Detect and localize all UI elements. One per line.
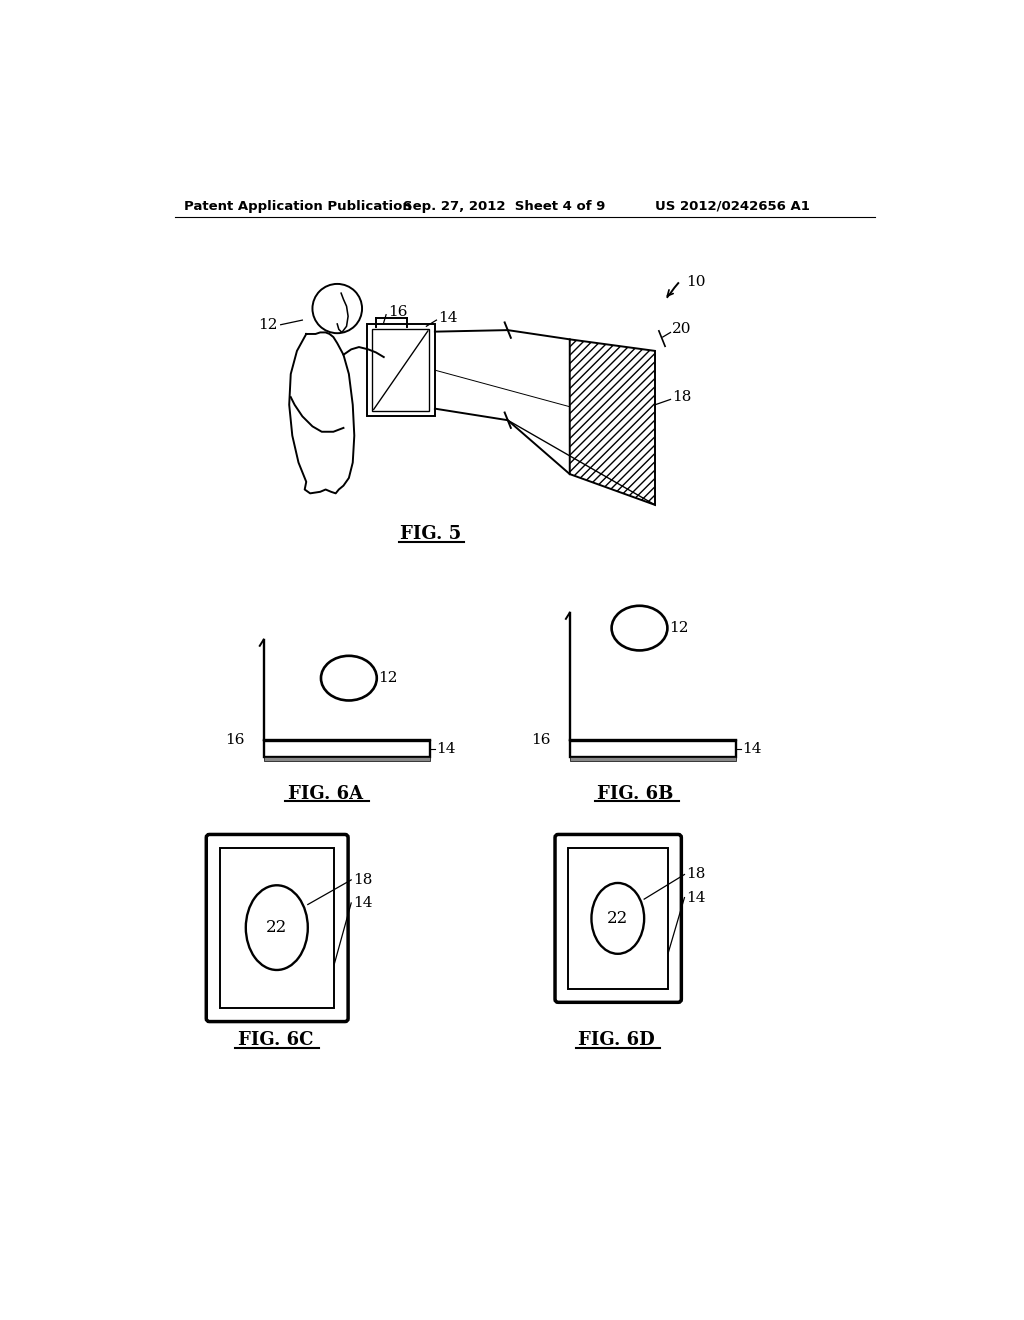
Text: 12: 12 [378,671,398,685]
Bar [263,742,430,756]
Bar [569,756,736,760]
Text: Sep. 27, 2012  Sheet 4 of 9: Sep. 27, 2012 Sheet 4 of 9 [403,199,605,213]
Text: FIG. 6C: FIG. 6C [238,1031,313,1049]
Text: 22: 22 [607,909,629,927]
Text: 14: 14 [686,891,706,904]
Text: US 2012/0242656 A1: US 2012/0242656 A1 [655,199,810,213]
Text: 16: 16 [530,733,550,747]
Bar [367,323,435,416]
Bar [220,849,334,1007]
Text: 12: 12 [258,318,278,331]
Text: FIG. 6B: FIG. 6B [597,784,674,803]
Text: FIG. 5: FIG. 5 [399,525,461,543]
Text: FIG. 6A: FIG. 6A [288,784,364,803]
Text: 10: 10 [686,275,706,289]
Text: FIG. 6D: FIG. 6D [578,1031,654,1049]
Text: 18: 18 [672,391,691,404]
Text: 22: 22 [266,919,288,936]
Text: 16: 16 [388,305,408,319]
Bar [372,330,429,411]
Text: 14: 14 [352,896,373,909]
Text: 18: 18 [352,873,372,887]
Text: 14: 14 [438,310,458,325]
Text: 14: 14 [742,742,762,756]
Text: 16: 16 [224,733,245,747]
Text: Patent Application Publication: Patent Application Publication [183,199,412,213]
Bar [263,756,430,760]
Text: 14: 14 [436,742,456,756]
Bar [568,847,669,989]
Bar [569,742,736,756]
Text: 12: 12 [669,622,688,635]
Text: 18: 18 [686,867,706,882]
Text: 20: 20 [672,322,691,337]
